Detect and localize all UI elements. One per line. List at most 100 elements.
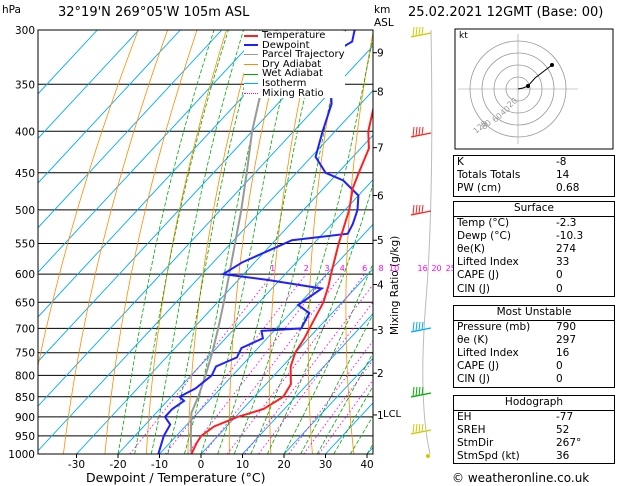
surface-box: Surface Temp (°C) -2.3 Dewp (°C) -10.3 θe(K)…	[453, 201, 615, 297]
wind-barb-flag	[418, 321, 421, 331]
isotherm	[38, 89, 373, 452]
legend-label: Temperature	[262, 30, 326, 41]
legend-swatch	[244, 73, 258, 75]
mixing-ratio-label: 16	[418, 264, 428, 273]
legend-entry: Temperature	[244, 31, 345, 41]
pressure-tick-label: 400	[15, 126, 35, 138]
surface-value: 33	[556, 256, 570, 269]
index-label: Totals Totals	[457, 169, 521, 182]
dry-adiabat	[146, 30, 227, 454]
wind-barb-flag	[415, 26, 418, 36]
mixing-ratio-line	[288, 340, 373, 454]
legend: Temperature Dewpoint Parcel Trajectory Dry …	[244, 31, 345, 99]
wind-barb-flag	[418, 386, 421, 396]
mixing-ratio-axis-label: Mixing Ratio (g/kg)	[389, 236, 401, 335]
isotherm	[200, 268, 373, 454]
most-unstable-row: CIN (J) 0	[454, 373, 614, 386]
dry-adiabat	[307, 30, 345, 454]
isotherm	[38, 30, 140, 140]
wind-barb-flag	[418, 423, 421, 433]
wind-barb-flag	[418, 26, 421, 36]
km-tick-label: 8	[377, 86, 384, 98]
wet-adiabat	[233, 30, 346, 454]
km-tick-label: 7	[377, 143, 384, 155]
x-tick-label: 40	[360, 459, 373, 471]
mixing-ratio-line	[258, 301, 373, 454]
wind-barb-flag	[415, 423, 418, 433]
surface-row: CIN (J) 0	[454, 283, 614, 296]
wet-adiabat	[283, 262, 373, 454]
wind-barb	[410, 392, 432, 398]
surface-row: θe(K) 274	[454, 243, 614, 256]
mixing-ratio-label: 2	[304, 264, 309, 273]
wet-adiabat	[117, 30, 215, 454]
km-tick-label: 4	[377, 280, 384, 292]
wind-barb	[410, 429, 432, 435]
wind-barb	[410, 32, 432, 38]
index-value: 0.68	[556, 182, 580, 195]
mixing-ratio-line	[244, 283, 373, 454]
hodograph-row: EH -77	[454, 411, 614, 424]
km-tick-label: 9	[377, 48, 384, 60]
most-unstable-value: 0	[556, 360, 563, 373]
isotherm	[38, 30, 306, 318]
location-title: 32°19'N 269°05'W 105m ASL	[58, 5, 250, 20]
wind-barb-flag	[412, 126, 415, 137]
isotherm	[283, 357, 373, 454]
hodograph-value: -77	[556, 410, 574, 423]
wind-barb	[410, 132, 432, 138]
dry-adiabat	[228, 30, 286, 454]
pressure-tick-label: 850	[15, 392, 35, 404]
wet-adiabat	[167, 30, 261, 454]
wet-adiabat	[300, 313, 373, 454]
hodograph-label: StmSpd (kt)	[457, 450, 520, 463]
index-row: K -8	[454, 156, 614, 169]
dry-adiabat	[187, 30, 257, 454]
wet-adiabat	[217, 30, 321, 454]
mixing-ratio-label: 1	[270, 264, 275, 273]
surface-row: Lifted Index 33	[454, 256, 614, 269]
most-unstable-box: Most Unstable Pressure (mb) 790 θe (K) 297 L…	[453, 305, 615, 388]
surface-value: -10.3	[556, 229, 584, 242]
hodograph-label: StmDir	[457, 436, 494, 449]
legend-label: Dewpoint	[262, 39, 310, 51]
isotherm	[38, 30, 181, 184]
dry-adiabat	[104, 30, 198, 454]
wet-adiabat	[333, 385, 373, 454]
index-value: 14	[556, 169, 570, 182]
wind-barb-flag	[412, 26, 415, 37]
legend-entry: Wet Adiabat	[244, 69, 345, 79]
mixing-ratio-line	[318, 379, 373, 454]
mixing-ratio-line	[226, 273, 366, 454]
wind-barb-flag	[418, 126, 421, 136]
dry-adiabat	[38, 30, 139, 368]
pressure-tick-label: 600	[15, 269, 35, 281]
hodograph-value: 36	[556, 450, 570, 463]
hodograph-label: EH	[457, 410, 472, 423]
hodograph-point	[526, 84, 530, 88]
plot-frame	[37, 29, 374, 455]
surface-value: 0	[556, 282, 563, 295]
units-hpa: hPa	[2, 4, 21, 16]
surface-label: θe(K)	[457, 242, 485, 255]
diagram-axes: 3003504004505005506006507007508008509009…	[8, 25, 401, 471]
wet-adiabat	[134, 30, 229, 454]
wind-barb-flag	[412, 386, 415, 397]
wind-barb-flag	[415, 126, 418, 136]
index-row: PW (cm) 0.68	[454, 182, 614, 195]
legend-entry: Isotherm	[244, 79, 345, 89]
most-unstable-label: θe (K)	[457, 333, 489, 346]
wind-barbs	[410, 26, 433, 458]
surface-row: Dewp (°C) -10.3	[454, 230, 614, 243]
wet-adiabat	[200, 30, 298, 454]
legend-label: Isotherm	[262, 77, 307, 89]
surface-label: CAPE (J)	[457, 269, 500, 282]
most-unstable-value: 16	[556, 346, 570, 359]
surface-value: 0	[556, 269, 563, 282]
hodograph-value: 267°	[556, 436, 582, 449]
surface-value: 274	[556, 242, 577, 255]
x-tick-label: 10	[236, 459, 249, 471]
dewpoint-line	[157, 30, 360, 454]
pressure-tick-label: 700	[15, 323, 35, 335]
